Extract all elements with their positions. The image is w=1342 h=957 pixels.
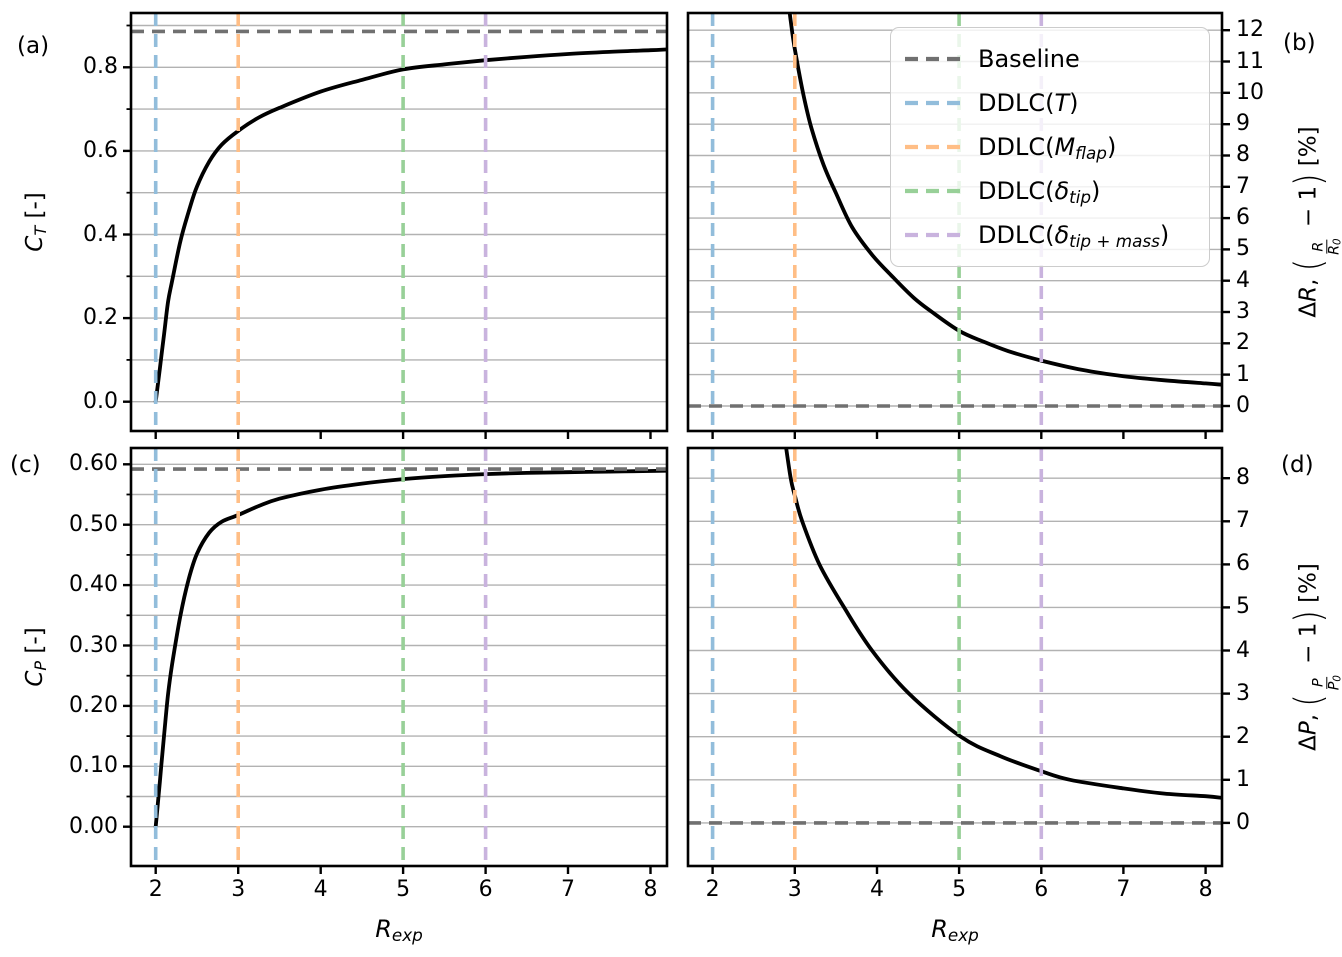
ytick-label-d: 3	[1236, 680, 1250, 706]
ytick-label-b: 11	[1236, 48, 1264, 74]
y-axis-title-b: ΔR, (R R0 − 1) [%]	[1288, 126, 1342, 318]
ytick-label-b: 5	[1236, 236, 1250, 262]
ytick-label-c: 0.50	[69, 511, 118, 537]
ytick-label-b: 6	[1236, 205, 1250, 231]
ytick-label-a: 0.6	[83, 137, 118, 163]
panel-label-c: (c)	[10, 452, 41, 478]
xtick-label-d: 4	[869, 877, 884, 902]
ytick-label-c: 0.40	[69, 572, 118, 598]
legend-item-ddlc-Mflap: DDLC(Mflap)	[905, 125, 1209, 169]
xtick-label-d: 3	[787, 877, 802, 902]
ytick-label-d: 7	[1236, 508, 1250, 534]
series-curve-Delta_R_percent	[787, 13, 1222, 387]
panel-c-plot	[123, 446, 669, 874]
ytick-label-d: 5	[1236, 594, 1250, 620]
ytick-label-c: 0.60	[69, 451, 118, 477]
ytick-label-b: 3	[1236, 299, 1250, 325]
xtick-label-c: 4	[313, 877, 328, 902]
ytick-label-d: 6	[1236, 551, 1250, 577]
xtick-label-c: 3	[231, 877, 246, 902]
legend-item-ddlc-delta-tip-mass: DDLC(δtip + mass)	[905, 213, 1209, 257]
series-curve-C_T	[153, 47, 667, 404]
legend: Baseline DDLC(T) DDLC(Mflap) DDLC(δtip) DDLC…	[890, 27, 1210, 267]
xtick-label-c: 6	[478, 877, 493, 902]
legend-label: DDLC(δtip)	[978, 177, 1101, 207]
ytick-label-b: 8	[1236, 142, 1250, 168]
y-axis-title-d: ΔP, (P P0 − 1) [%]	[1288, 563, 1342, 751]
panel-d-plot	[686, 446, 1230, 874]
legend-dash-icon	[905, 56, 962, 62]
ytick-label-c: 0.10	[69, 753, 118, 779]
xtick-label-c: 8	[643, 877, 658, 902]
ytick-label-b: 2	[1236, 330, 1250, 356]
ytick-label-b: 9	[1236, 111, 1250, 137]
legend-item-ddlc-delta-tip: DDLC(δtip)	[905, 169, 1209, 213]
ytick-label-d: 2	[1236, 723, 1250, 749]
ytick-label-b: 0	[1236, 392, 1250, 418]
xtick-label-c: 2	[148, 877, 163, 902]
ytick-label-a: 0.0	[83, 388, 118, 414]
ytick-label-d: 1	[1236, 766, 1250, 792]
x-axis-title-c: Rexp	[375, 915, 423, 945]
spines	[686, 446, 1224, 868]
xtick-label-c: 5	[396, 877, 411, 902]
xtick-label-d: 6	[1034, 877, 1049, 902]
panel-label-b: (b)	[1283, 30, 1316, 56]
ytick-label-c: 0.30	[69, 632, 118, 658]
legend-item-baseline: Baseline	[905, 37, 1209, 81]
ytick-label-d: 0	[1236, 809, 1250, 835]
legend-dash-icon	[905, 144, 962, 150]
legend-label: DDLC(δtip + mass)	[978, 221, 1170, 251]
ytick-label-c: 0.00	[69, 813, 118, 839]
ytick-label-b: 7	[1236, 173, 1250, 199]
legend-label: DDLC(T)	[978, 89, 1079, 117]
x-axis-title-d: Rexp	[931, 915, 979, 945]
ytick-label-a: 0.2	[83, 305, 118, 331]
xtick-label-d: 7	[1116, 877, 1131, 902]
xtick-label-d: 2	[705, 877, 720, 902]
series-curve-Delta_P_percent	[784, 448, 1222, 800]
panel-label-d: (d)	[1281, 452, 1314, 478]
legend-item-ddlc-T: DDLC(T)	[905, 81, 1209, 125]
ytick-label-d: 8	[1236, 465, 1250, 491]
ytick-label-b: 10	[1236, 79, 1264, 105]
xtick-label-c: 7	[561, 877, 576, 902]
legend-dash-icon	[905, 188, 962, 194]
legend-dash-icon	[905, 232, 962, 238]
legend-dash-icon	[905, 100, 962, 106]
ytick-label-b: 1	[1236, 361, 1250, 387]
ytick-label-b: 12	[1236, 17, 1264, 43]
ytick-label-a: 0.4	[83, 221, 118, 247]
panel-label-a: (a)	[17, 33, 50, 59]
ytick-label-a: 0.8	[83, 54, 118, 80]
ytick-label-b: 4	[1236, 267, 1250, 293]
spines	[129, 446, 669, 868]
ytick-label-d: 4	[1236, 637, 1250, 663]
series-curve-C_P	[153, 468, 667, 829]
legend-label: Baseline	[978, 45, 1080, 73]
panel-a-plot	[123, 11, 669, 439]
xtick-label-d: 8	[1198, 877, 1213, 902]
y-axis-title-c: CP [-]	[22, 627, 50, 687]
spines	[686, 11, 1224, 433]
xtick-label-d: 5	[952, 877, 967, 902]
legend-label: DDLC(Mflap)	[978, 133, 1117, 163]
ytick-label-c: 0.20	[69, 692, 118, 718]
y-axis-title-a: CT [-]	[22, 192, 50, 252]
spines	[129, 11, 669, 433]
